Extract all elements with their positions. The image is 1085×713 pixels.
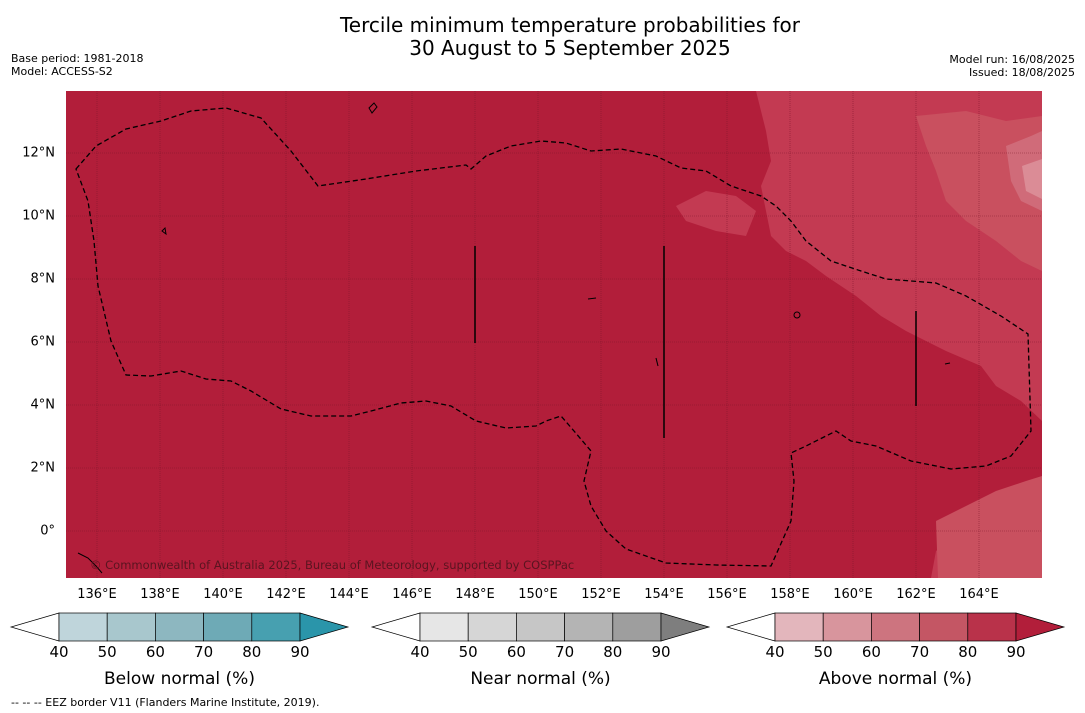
title-line-2: 30 August to 5 September 2025 xyxy=(409,36,731,60)
colorbar-tick: 50 xyxy=(813,643,833,661)
colorbar-right-arrow xyxy=(660,612,711,642)
colorbar-tick: 70 xyxy=(555,643,575,661)
lat-label: 2°N xyxy=(30,460,56,476)
colorbar-segment xyxy=(467,612,517,642)
colorbar-tick: 60 xyxy=(506,643,526,661)
colorbar-segment xyxy=(419,612,469,642)
colorbar-tick: 80 xyxy=(603,643,623,661)
shade-region-2b xyxy=(936,476,1042,578)
map-grid xyxy=(66,91,1042,578)
lat-label: 10°N xyxy=(22,208,55,224)
lat-label: 4°N xyxy=(30,397,56,413)
lon-label: 136°E xyxy=(77,587,117,602)
colorbar-tick: 70 xyxy=(194,643,214,661)
colorbar-title: Above normal (%) xyxy=(818,669,973,689)
lon-label: 156°E xyxy=(707,587,747,602)
meta-left: Base period: 1981-2018 Model: ACCESS-S2 xyxy=(11,52,143,78)
lat-label: 6°N xyxy=(30,334,56,350)
colorbar-segment xyxy=(822,612,872,642)
model-run: Model run: 16/08/2025 xyxy=(949,53,1075,66)
lon-label: 152°E xyxy=(581,587,621,602)
lon-label: 146°E xyxy=(392,587,432,602)
colorbar-tick: 50 xyxy=(458,643,478,661)
colorbar-left-arrow xyxy=(370,612,421,642)
title-line-1: Tercile minimum temperature probabilitie… xyxy=(339,13,801,37)
colorbar-segment xyxy=(516,612,565,642)
lon-label: 150°E xyxy=(518,587,558,602)
colorbar-tick: 90 xyxy=(1006,643,1026,661)
colorbar-segment xyxy=(919,612,969,642)
meta-right: Model run: 16/08/2025 Issued: 18/08/2025 xyxy=(949,53,1075,79)
lon-label: 162°E xyxy=(896,587,936,602)
colorbar-tick: 60 xyxy=(861,643,881,661)
colorbar-segment xyxy=(106,612,156,642)
colorbar-segment xyxy=(564,612,614,642)
colorbar-tick: 80 xyxy=(242,643,262,661)
lon-label: 160°E xyxy=(833,587,873,602)
eez-border-west xyxy=(75,107,1032,567)
lon-label: 164°E xyxy=(959,587,999,602)
colorbar-segment xyxy=(251,612,301,642)
lon-label: 144°E xyxy=(329,587,369,602)
colorbar-title: Below normal (%) xyxy=(104,669,255,689)
eez-footer-note: -- -- -- EEZ border V11 (Flanders Marine… xyxy=(11,696,320,709)
colorbar-tick: 80 xyxy=(958,643,978,661)
colorbar-segment xyxy=(612,612,662,642)
base-period: Base period: 1981-2018 xyxy=(11,52,144,65)
colorbar-tick: 40 xyxy=(410,643,430,661)
probability-map xyxy=(66,91,1042,578)
lon-label: 140°E xyxy=(203,587,243,602)
colorbar-right-arrow xyxy=(299,612,350,642)
colorbar-left-arrow xyxy=(9,612,60,642)
colorbar-segment xyxy=(58,612,108,642)
colorbar-tick: 90 xyxy=(290,643,310,661)
copyright-notice: © Commonwealth of Australia 2025, Bureau… xyxy=(90,558,575,572)
colorbar-tick: 60 xyxy=(145,643,165,661)
model-name: Model: ACCESS-S2 xyxy=(11,65,113,78)
colorbar-title: Near normal (%) xyxy=(470,669,611,689)
colorbar-segment xyxy=(871,612,920,642)
lat-label: 8°N xyxy=(30,271,56,287)
lat-label: 0° xyxy=(40,523,55,539)
colorbar-segment xyxy=(967,612,1017,642)
lon-label: 154°E xyxy=(644,587,684,602)
colorbar-tick: 50 xyxy=(97,643,117,661)
shade-region-4 xyxy=(1022,159,1042,199)
colorbar-right-arrow xyxy=(1015,612,1066,642)
lat-label: 12°N xyxy=(22,145,55,161)
colorbars-svg xyxy=(9,612,1066,642)
colorbar-tick: 40 xyxy=(49,643,69,661)
lon-label: 158°E xyxy=(770,587,810,602)
colorbar-left-arrow xyxy=(725,612,776,642)
colorbar-segment xyxy=(155,612,204,642)
lon-label: 142°E xyxy=(266,587,306,602)
colorbar-segment xyxy=(203,612,253,642)
lon-label: 148°E xyxy=(455,587,495,602)
colorbar-tick: 70 xyxy=(910,643,930,661)
chart-title: Tercile minimum temperature probabilitie… xyxy=(0,14,1085,60)
colorbar-segment xyxy=(774,612,824,642)
colorbar-tick: 40 xyxy=(765,643,785,661)
map-svg xyxy=(66,91,1042,578)
lon-label: 138°E xyxy=(140,587,180,602)
issued-date: Issued: 18/08/2025 xyxy=(968,66,1075,79)
shade-region-1b xyxy=(676,191,756,236)
colorbar-tick: 90 xyxy=(651,643,671,661)
islands xyxy=(77,102,951,574)
